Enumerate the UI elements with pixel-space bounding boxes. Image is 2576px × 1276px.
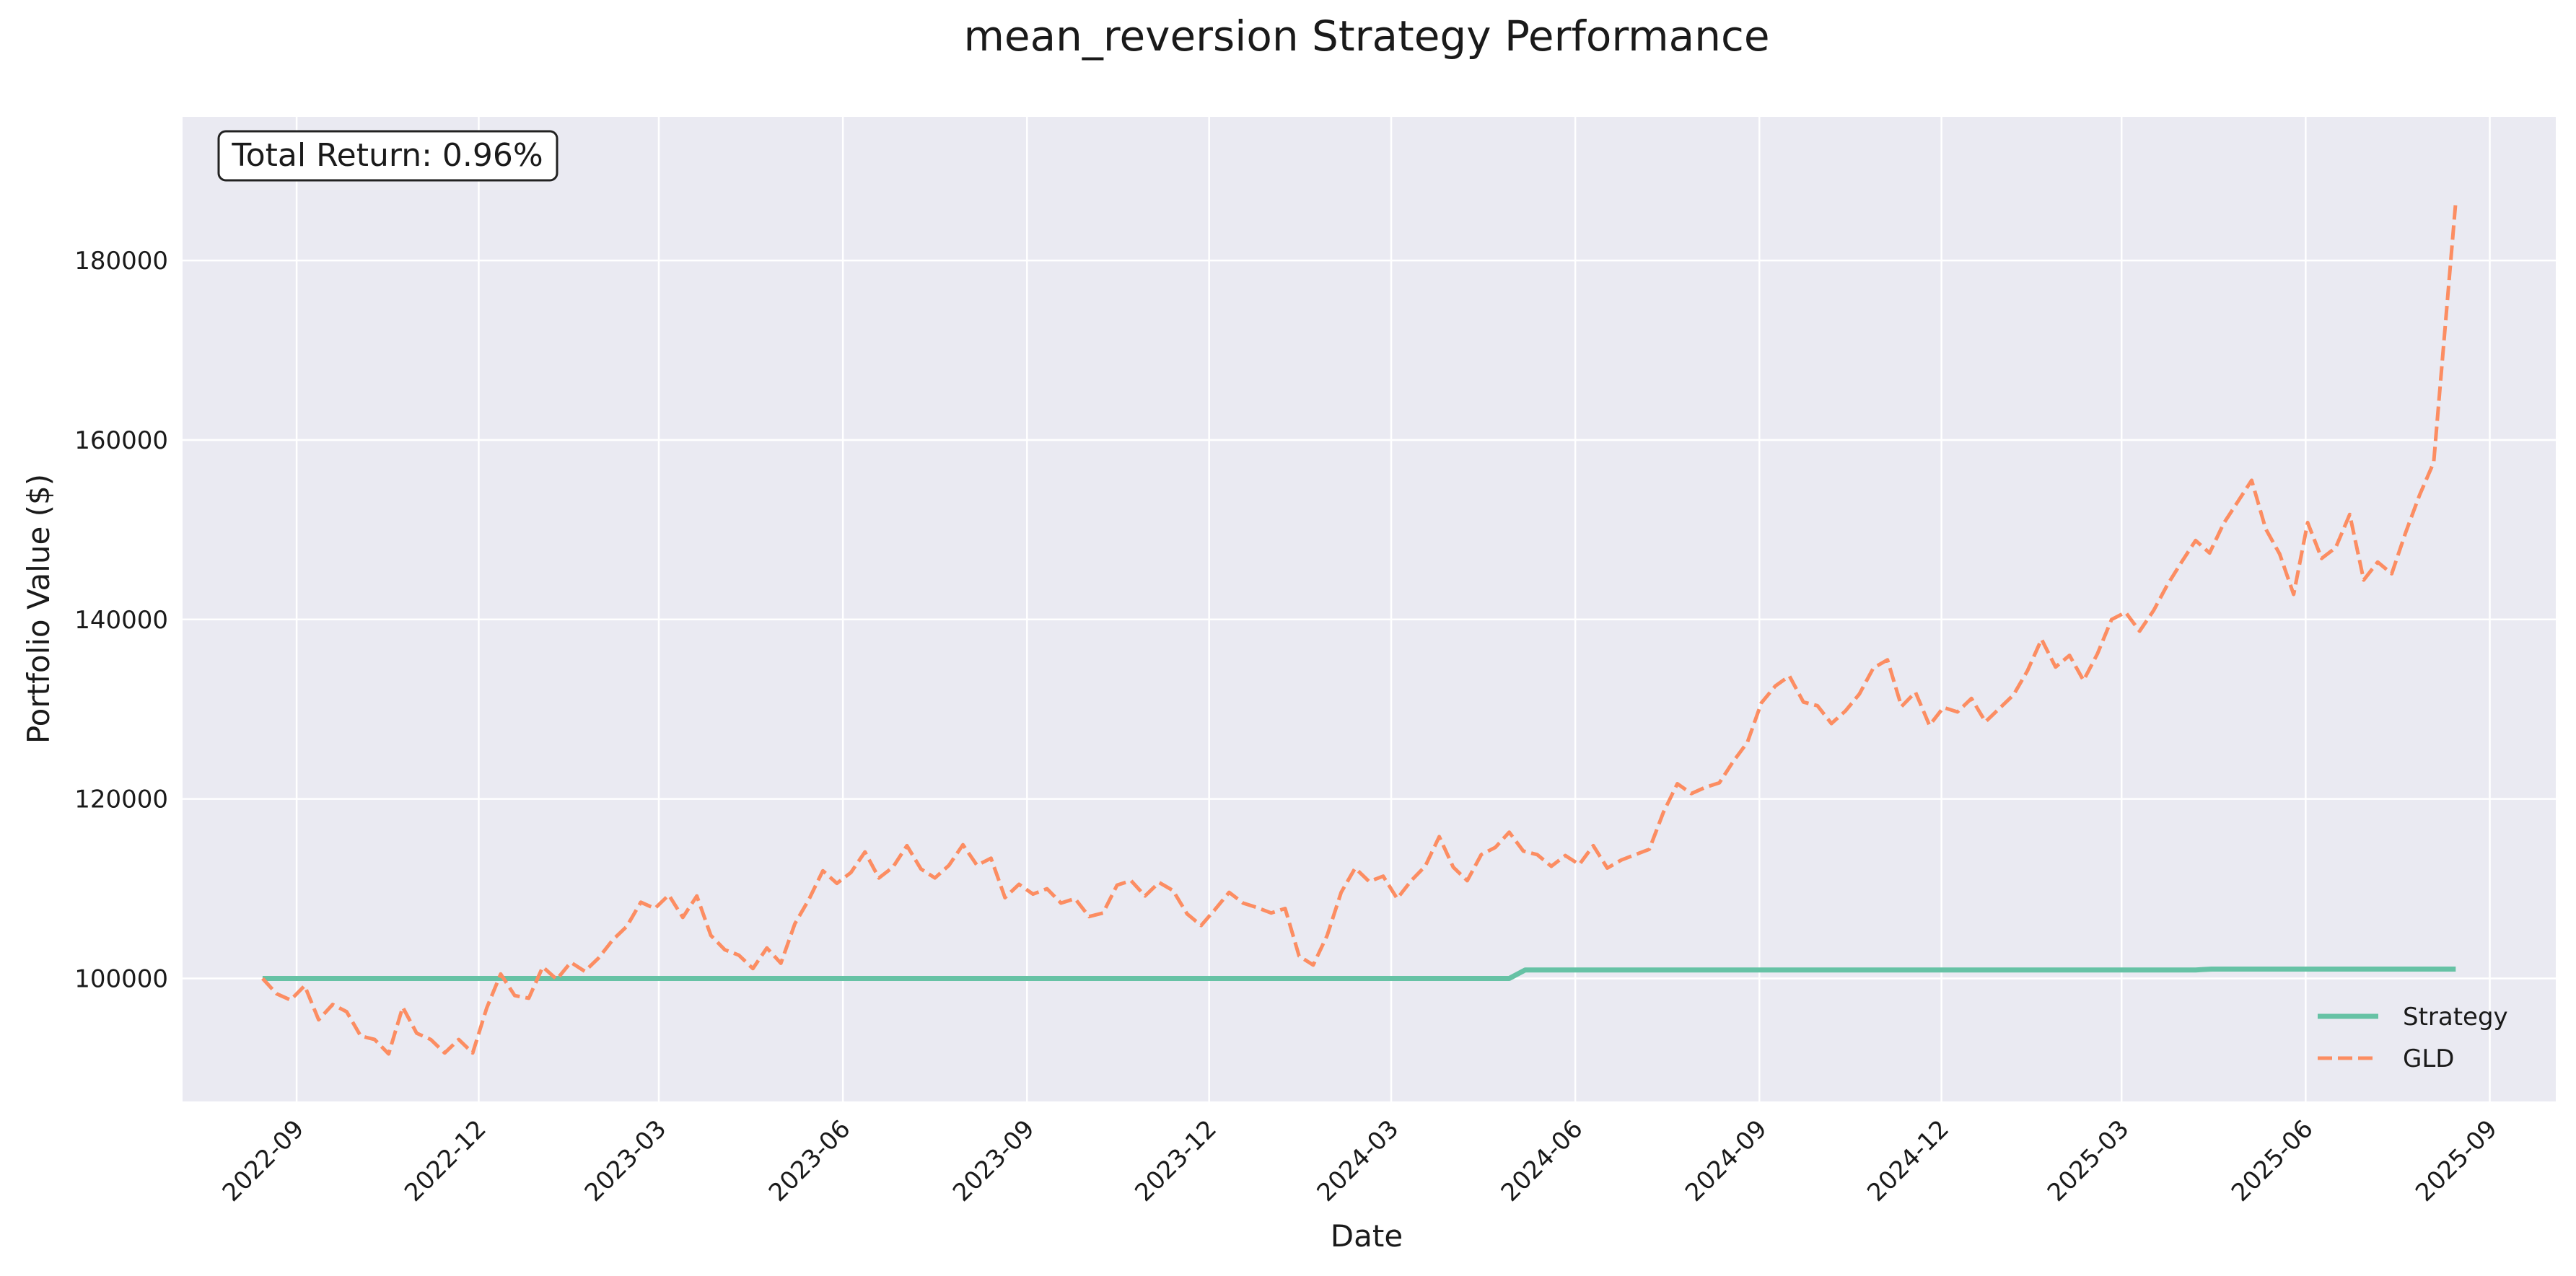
y-tick-label: 100000 [74, 965, 168, 994]
plot-area [183, 117, 2556, 1101]
x-axis-label: Date [1331, 1218, 1403, 1254]
legend-label: GLD [2403, 1044, 2454, 1073]
total-return-annotation: Total Return: 0.96% [219, 131, 557, 180]
y-tick-label: 160000 [74, 426, 168, 455]
annotation-text: Total Return: 0.96% [231, 137, 543, 174]
y-tick-label: 180000 [74, 247, 168, 276]
legend-label: Strategy [2403, 1003, 2508, 1031]
y-tick-label: 140000 [74, 606, 168, 635]
y-tick-label: 120000 [74, 786, 168, 814]
chart-title: mean_reversion Strategy Performance [963, 12, 1769, 61]
y-axis-label: Portfolio Value ($) [21, 474, 56, 744]
